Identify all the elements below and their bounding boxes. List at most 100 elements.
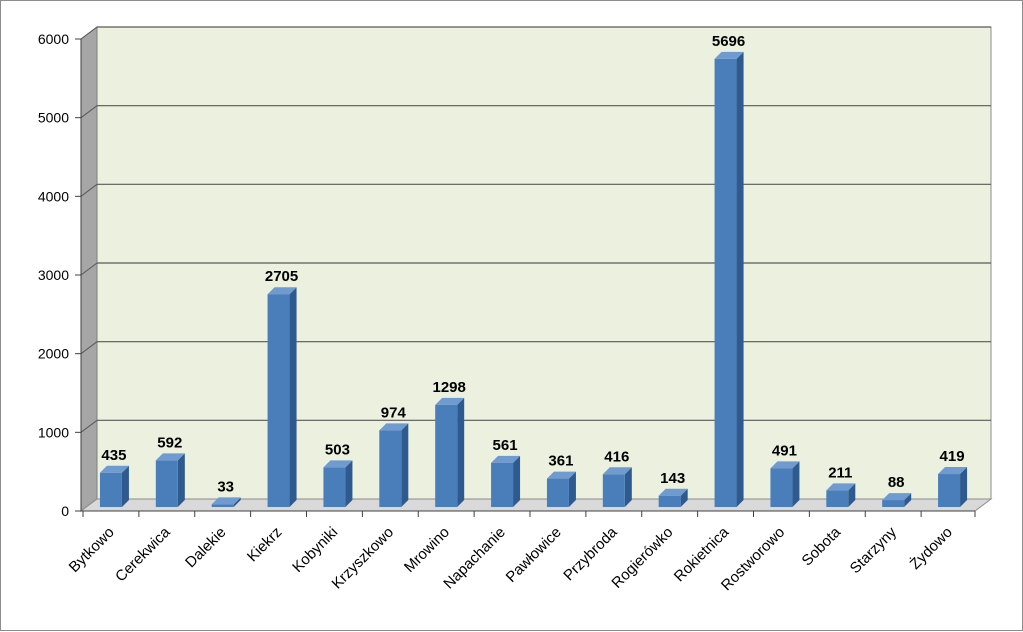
bar-side [960, 467, 968, 507]
bar-front [155, 460, 178, 507]
bar-front [211, 504, 234, 507]
x-tick-label: Dalekie [182, 524, 229, 571]
bar-top [211, 497, 241, 505]
bar-side [680, 488, 688, 507]
y-tick-label: 1000 [38, 424, 69, 440]
bar-front [379, 430, 402, 507]
data-label: 211 [828, 464, 852, 481]
bar-front [99, 472, 122, 507]
y-tick-label: 4000 [38, 188, 69, 204]
bar [267, 287, 297, 507]
bar [379, 423, 409, 507]
data-label: 435 [101, 447, 126, 464]
bar [882, 493, 912, 507]
bar [770, 461, 800, 507]
data-label: 1298 [433, 379, 466, 396]
bar [826, 483, 856, 507]
bar-front [882, 500, 905, 507]
x-tick-label: Cerekwica [112, 523, 174, 585]
data-label: 592 [157, 434, 182, 451]
bar-front [938, 474, 961, 507]
gridline-side [80, 419, 98, 433]
y-tick-label: 2000 [38, 346, 69, 362]
data-label: 143 [660, 470, 685, 487]
gridline-side [80, 262, 98, 276]
plot-walls [79, 26, 993, 512]
bar-top [602, 467, 632, 475]
data-label: 33 [217, 478, 234, 495]
x-tick-label: Kiekrz [244, 524, 285, 565]
bar-side [457, 397, 465, 507]
bar-front [602, 474, 625, 507]
bar-top [938, 467, 968, 475]
y-tick-label: 6000 [38, 31, 69, 47]
bar-front [770, 468, 793, 507]
bar-top [435, 397, 465, 405]
data-label: 491 [772, 442, 797, 459]
bar-top [155, 453, 185, 461]
bar-front [546, 478, 569, 507]
bar-side [792, 461, 800, 507]
bar-side [736, 51, 744, 507]
bar-top [379, 423, 409, 431]
bar-front [491, 462, 514, 507]
x-tick-label: Pawłowice [503, 524, 565, 586]
bar [155, 453, 185, 507]
bar-side [624, 467, 632, 507]
bar-front [323, 467, 346, 507]
bar-top [658, 488, 688, 496]
data-label: 88 [888, 474, 905, 491]
bar-side [121, 465, 129, 507]
bar [938, 467, 968, 507]
y-tick-label: 5000 [38, 110, 69, 126]
data-labels: 435 592 33 2705 503 974 1298 561 361 416 143 5696 49… [101, 33, 964, 495]
bar-front [714, 58, 737, 507]
bar [714, 51, 744, 507]
bar-top [546, 471, 576, 479]
x-tick-label: Kobyniki [289, 524, 341, 576]
data-label: 974 [381, 404, 407, 421]
bar [602, 467, 632, 507]
x-tick-label: Sobota [798, 523, 844, 569]
bar-side [904, 493, 912, 507]
data-label: 416 [604, 448, 629, 465]
bar [546, 471, 576, 507]
y-tick-label: 0 [61, 503, 69, 519]
bar-top [826, 483, 856, 491]
data-label: 419 [940, 448, 965, 465]
bar-side [401, 423, 409, 507]
bar-top [714, 51, 744, 59]
bar [323, 460, 353, 507]
gridline-side [80, 183, 98, 197]
bar-front [435, 404, 458, 507]
bar-top [267, 287, 297, 295]
data-label: 2705 [265, 268, 298, 285]
bar [99, 465, 129, 507]
x-tick-label: Żydowo [906, 523, 956, 573]
bar-front [267, 294, 290, 507]
bar-side [345, 460, 353, 507]
bar-side [233, 497, 241, 507]
x-tick-label: Bytkowo [66, 524, 118, 576]
gridline-side [80, 105, 98, 119]
bar-side [177, 453, 185, 507]
y-tick-label: 3000 [38, 267, 69, 283]
y-axis: 0 1000 2000 3000 4000 5000 6000 [38, 31, 82, 519]
bar-top [99, 465, 129, 473]
gridline-side [80, 26, 98, 40]
data-label: 561 [493, 437, 518, 454]
bar-top [882, 493, 912, 501]
x-tick-label: Mrowino [401, 524, 453, 576]
x-tick-label: Starzyny [847, 523, 901, 577]
bars [99, 51, 968, 507]
bar [435, 397, 465, 507]
bar-side [568, 471, 576, 507]
bar-side [289, 287, 297, 507]
bar-side [848, 483, 856, 507]
gridline-side [80, 341, 98, 355]
bar-top [491, 455, 521, 463]
bar [658, 488, 688, 507]
